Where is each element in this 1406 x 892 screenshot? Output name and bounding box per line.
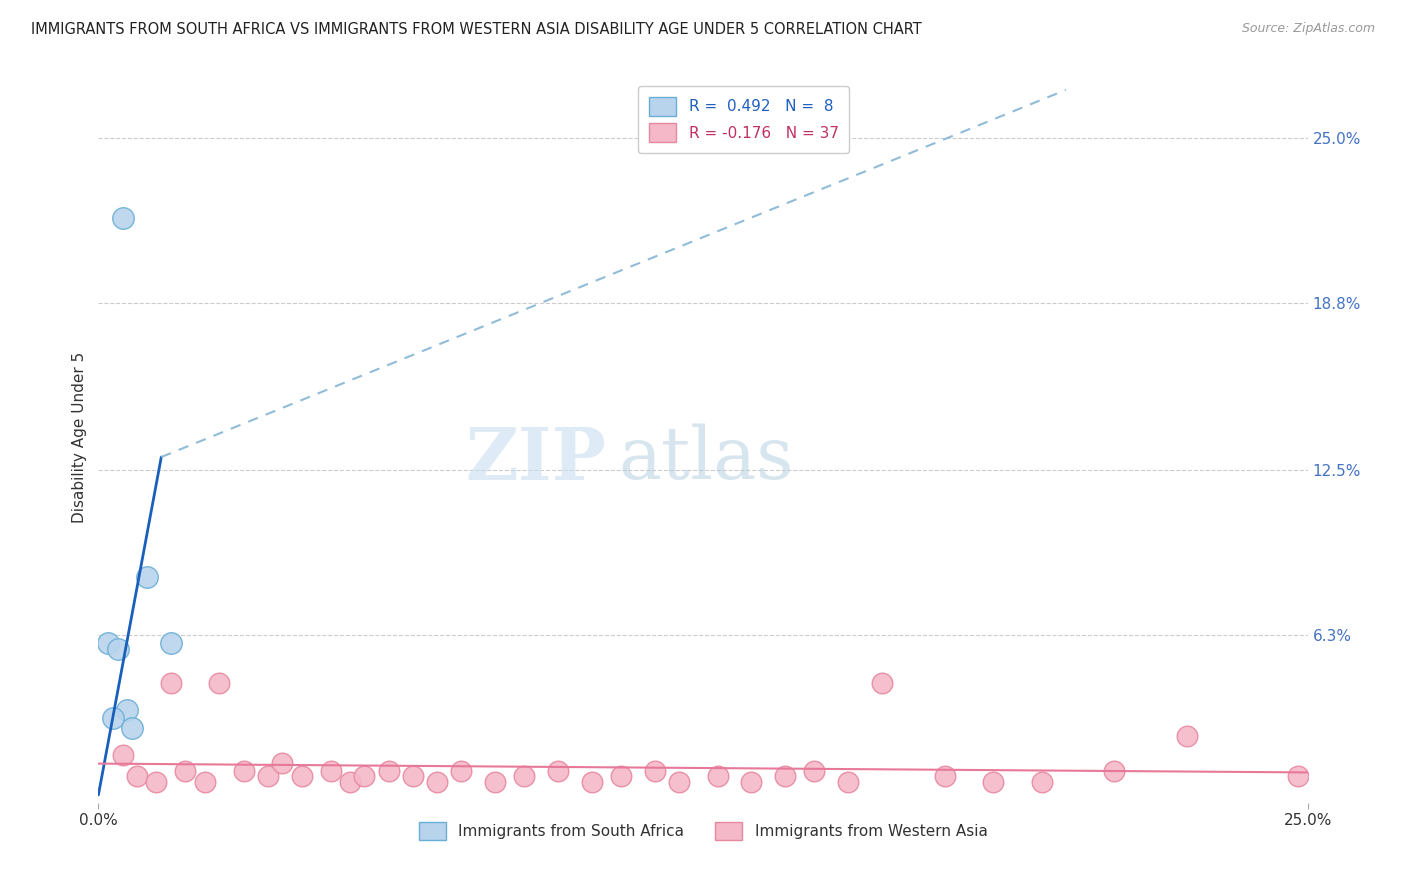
Point (547, 764, 569, 778)
Text: IMMIGRANTS FROM SOUTH AFRICA VS IMMIGRANTS FROM WESTERN ASIA DISABILITY AGE UNDE: IMMIGRANTS FROM SOUTH AFRICA VS IMMIGRAN… (31, 22, 922, 37)
Point (319, 764, 342, 778)
Point (450, 764, 472, 778)
Point (740, 774, 762, 789)
Point (232, 764, 254, 778)
Point (174, 764, 197, 778)
Point (426, 774, 449, 789)
Point (803, 764, 825, 778)
Point (1175, 729, 1198, 743)
Point (127, 769, 149, 783)
Point (484, 774, 506, 789)
Point (773, 769, 796, 783)
Point (160, 676, 183, 690)
Point (1286, 769, 1309, 783)
Point (101, 711, 124, 725)
Point (934, 769, 956, 783)
Point (837, 774, 859, 789)
Point (402, 769, 425, 783)
Point (117, 703, 139, 717)
Point (581, 774, 603, 789)
Point (668, 774, 690, 789)
Point (194, 774, 217, 789)
Point (290, 769, 312, 783)
Text: ZIP: ZIP (465, 424, 606, 494)
Point (208, 676, 231, 690)
Y-axis label: Disability Age Under 5: Disability Age Under 5 (72, 351, 87, 523)
Text: Source: ZipAtlas.com: Source: ZipAtlas.com (1241, 22, 1375, 36)
Point (339, 774, 361, 789)
Point (107, 641, 129, 656)
Point (513, 769, 536, 783)
Point (111, 211, 134, 225)
Legend: Immigrants from South Africa, Immigrants from Western Asia: Immigrants from South Africa, Immigrants… (412, 815, 994, 847)
Point (256, 769, 278, 783)
Point (271, 756, 294, 770)
Point (377, 764, 399, 778)
Point (870, 676, 893, 690)
Point (145, 774, 167, 789)
Point (644, 764, 666, 778)
Point (610, 769, 633, 783)
Point (1031, 774, 1053, 789)
Point (135, 570, 157, 584)
Point (1102, 764, 1125, 778)
Point (111, 747, 134, 762)
Point (97, 636, 120, 650)
Point (121, 722, 143, 736)
Point (160, 636, 183, 650)
Point (706, 769, 728, 783)
Point (353, 769, 375, 783)
Text: atlas: atlas (619, 424, 794, 494)
Point (981, 774, 1004, 789)
